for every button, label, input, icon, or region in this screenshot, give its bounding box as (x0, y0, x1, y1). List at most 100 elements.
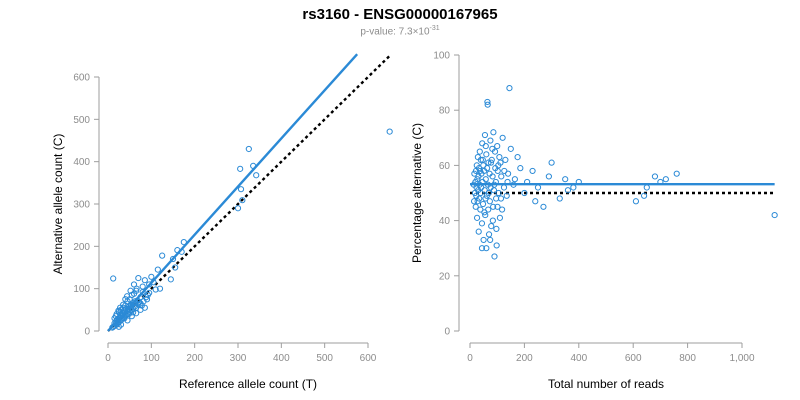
y-tick-label: 600 (73, 73, 90, 84)
data-point (124, 305, 132, 313)
data-point (139, 283, 146, 290)
data-point (485, 231, 493, 238)
data-point (771, 211, 778, 219)
x-tick-label: 500 (316, 353, 333, 364)
data-point (491, 253, 498, 260)
data-point (474, 198, 481, 205)
data-point (540, 203, 547, 210)
data-point (488, 223, 495, 230)
chart-title: rs3160 - ENSG00000167965 (302, 6, 498, 23)
data-point (651, 173, 659, 180)
data-point (476, 148, 483, 155)
data-point (479, 200, 487, 208)
data-point (123, 293, 131, 300)
chart-subtitle: p-value: 7.3×10-31 (0, 25, 800, 37)
x-tick-label: 800 (679, 353, 696, 364)
data-point (482, 142, 489, 150)
data-point (496, 154, 503, 161)
data-point (517, 165, 524, 172)
x-tick-label: 0 (467, 353, 473, 364)
data-point (124, 317, 131, 324)
data-point (115, 307, 122, 314)
data-point (239, 197, 246, 204)
data-point (131, 303, 138, 310)
x-tick-label: 1,000 (729, 353, 754, 364)
data-point (478, 245, 486, 252)
data-point (562, 176, 569, 183)
data-point (495, 162, 502, 169)
x-tick-label: 100 (143, 353, 160, 364)
data-point (503, 192, 510, 199)
data-point (127, 287, 134, 294)
data-point (471, 170, 478, 177)
data-point (237, 186, 245, 193)
data-point (489, 217, 496, 224)
data-point (172, 264, 179, 271)
data-point (480, 236, 487, 244)
data-point (253, 172, 260, 179)
data-point (498, 173, 505, 180)
y-tick-label: 300 (73, 200, 90, 211)
data-point (494, 203, 501, 210)
data-point (130, 309, 137, 316)
data-point (501, 167, 508, 175)
x-tick-label: 200 (516, 353, 533, 364)
data-point (493, 225, 500, 232)
data-point (133, 285, 140, 292)
data-point (135, 274, 142, 282)
data-point (640, 192, 648, 199)
data-point (471, 189, 478, 197)
x-tick-label: 400 (570, 353, 587, 364)
data-point (472, 203, 479, 210)
data-point (483, 245, 490, 252)
data-point (529, 167, 536, 175)
x-tick-label: 600 (625, 353, 642, 364)
data-point (570, 184, 577, 191)
data-point (497, 195, 505, 202)
data-point (477, 206, 484, 213)
data-point (484, 165, 491, 172)
data-point (154, 266, 161, 273)
x-axis-title: Reference allele count (T) (179, 377, 317, 391)
data-point (167, 276, 174, 283)
data-point (482, 211, 489, 219)
y-tick-label: 60 (439, 161, 451, 172)
data-point (386, 128, 393, 135)
data-point (118, 311, 125, 319)
data-point (148, 273, 155, 280)
data-point (475, 173, 482, 180)
y-tick-label: 400 (73, 157, 90, 168)
data-point (473, 214, 481, 221)
x-tick-label: 200 (186, 353, 203, 364)
data-point (662, 176, 669, 183)
y-tick-label: 200 (73, 242, 90, 253)
data-point (556, 195, 563, 202)
y-tick-label: 80 (439, 106, 451, 117)
y-tick-label: 500 (73, 115, 90, 126)
data-point (496, 214, 504, 221)
data-point (502, 156, 509, 163)
data-point (484, 98, 491, 106)
data-point (159, 252, 166, 259)
data-point (490, 187, 498, 194)
pvalue-exponent: -31 (429, 25, 440, 32)
pvalue-text: p-value: 7.3×10 (360, 26, 430, 38)
data-point (481, 209, 488, 216)
x-tick-label: 0 (105, 353, 111, 364)
data-point (133, 310, 140, 317)
data-point (479, 140, 486, 147)
y-tick-label: 100 (73, 284, 90, 295)
data-point (506, 85, 513, 92)
data-point (495, 189, 502, 197)
data-point (128, 313, 135, 320)
data-point (498, 206, 506, 213)
data-point (511, 176, 518, 183)
y-tick-label: 0 (444, 327, 450, 338)
data-point (521, 189, 528, 197)
data-point (169, 255, 177, 263)
data-point (110, 275, 117, 282)
data-point (481, 131, 489, 139)
data-point (673, 170, 680, 177)
data-point (487, 159, 495, 166)
